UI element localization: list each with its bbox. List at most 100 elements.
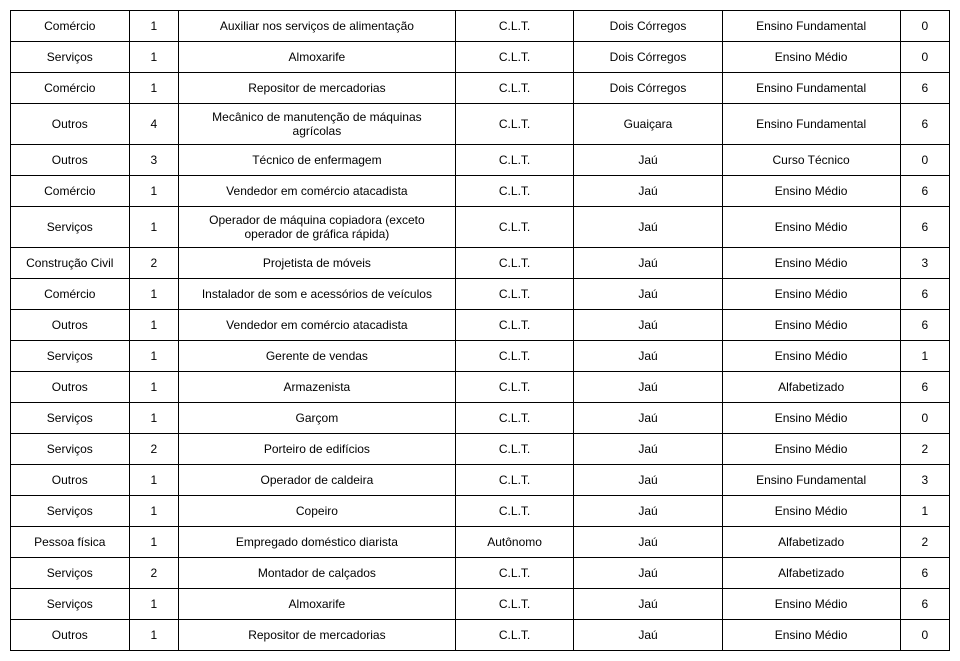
table-cell: Jaú	[574, 434, 722, 465]
table-cell: Ensino Médio	[722, 589, 900, 620]
table-cell: Auxiliar nos serviços de alimentação	[179, 11, 456, 42]
table-cell: Outros	[11, 372, 130, 403]
table-cell: Ensino Médio	[722, 434, 900, 465]
table-cell: Ensino Fundamental	[722, 73, 900, 104]
table-cell: C.L.T.	[455, 589, 574, 620]
table-cell: Autônomo	[455, 527, 574, 558]
table-cell: C.L.T.	[455, 73, 574, 104]
table-cell: 1	[129, 279, 178, 310]
table-cell: Dois Córregos	[574, 73, 722, 104]
table-cell: Ensino Médio	[722, 248, 900, 279]
table-cell: Dois Córregos	[574, 42, 722, 73]
table-cell: Alfabetizado	[722, 527, 900, 558]
table-cell: Ensino Médio	[722, 42, 900, 73]
table-cell: Armazenista	[179, 372, 456, 403]
table-cell: Alfabetizado	[722, 372, 900, 403]
table-cell: 6	[900, 207, 949, 248]
table-cell: Ensino Fundamental	[722, 11, 900, 42]
table-cell: Comércio	[11, 11, 130, 42]
table-cell: Jaú	[574, 310, 722, 341]
table-cell: 1	[129, 465, 178, 496]
table-cell: Serviços	[11, 558, 130, 589]
table-cell: 6	[900, 372, 949, 403]
table-cell: C.L.T.	[455, 145, 574, 176]
table-cell: C.L.T.	[455, 176, 574, 207]
table-cell: Operador de caldeira	[179, 465, 456, 496]
table-cell: Ensino Médio	[722, 176, 900, 207]
table-cell: Mecânico de manutenção de máquinas agríc…	[179, 104, 456, 145]
table-row: Serviços2Montador de calçadosC.L.T.JaúAl…	[11, 558, 950, 589]
table-cell: 6	[900, 104, 949, 145]
table-cell: 3	[900, 248, 949, 279]
table-cell: C.L.T.	[455, 104, 574, 145]
table-cell: Operador de máquina copiadora (exceto op…	[179, 207, 456, 248]
table-cell: 0	[900, 620, 949, 651]
table-cell: Comércio	[11, 279, 130, 310]
table-cell: C.L.T.	[455, 11, 574, 42]
table-cell: C.L.T.	[455, 403, 574, 434]
table-cell: Jaú	[574, 248, 722, 279]
table-row: Serviços2Porteiro de edifíciosC.L.T.JaúE…	[11, 434, 950, 465]
table-cell: C.L.T.	[455, 558, 574, 589]
table-cell: Ensino Médio	[722, 207, 900, 248]
table-cell: 1	[129, 403, 178, 434]
table-row: Serviços1CopeiroC.L.T.JaúEnsino Médio1	[11, 496, 950, 527]
table-cell: Repositor de mercadorias	[179, 620, 456, 651]
table-cell: C.L.T.	[455, 310, 574, 341]
table-cell: C.L.T.	[455, 42, 574, 73]
table-row: Comércio1Repositor de mercadoriasC.L.T.D…	[11, 73, 950, 104]
table-cell: 0	[900, 42, 949, 73]
table-cell: Comércio	[11, 176, 130, 207]
table-cell: 1	[129, 372, 178, 403]
table-row: Pessoa física1Empregado doméstico diaris…	[11, 527, 950, 558]
table-cell: 1	[129, 496, 178, 527]
table-cell: Jaú	[574, 465, 722, 496]
table-cell: 1	[129, 207, 178, 248]
table-cell: 2	[900, 527, 949, 558]
table-cell: Jaú	[574, 620, 722, 651]
table-row: Outros1Repositor de mercadoriasC.L.T.Jaú…	[11, 620, 950, 651]
table-cell: Montador de calçados	[179, 558, 456, 589]
table-cell: Ensino Médio	[722, 279, 900, 310]
table-cell: Jaú	[574, 589, 722, 620]
table-cell: Almoxarife	[179, 589, 456, 620]
table-row: Serviços1AlmoxarifeC.L.T.Dois CórregosEn…	[11, 42, 950, 73]
table-cell: Dois Córregos	[574, 11, 722, 42]
table-cell: Construção Civil	[11, 248, 130, 279]
table-cell: 6	[900, 589, 949, 620]
table-row: Comércio1Auxiliar nos serviços de alimen…	[11, 11, 950, 42]
table-row: Outros3Técnico de enfermagemC.L.T.JaúCur…	[11, 145, 950, 176]
table-cell: C.L.T.	[455, 496, 574, 527]
table-cell: Serviços	[11, 341, 130, 372]
table-body: Comércio1Auxiliar nos serviços de alimen…	[11, 11, 950, 651]
table-row: Construção Civil2Projetista de móveisC.L…	[11, 248, 950, 279]
table-cell: Vendedor em comércio atacadista	[179, 176, 456, 207]
table-cell: Gerente de vendas	[179, 341, 456, 372]
table-cell: Vendedor em comércio atacadista	[179, 310, 456, 341]
table-cell: Técnico de enfermagem	[179, 145, 456, 176]
table-cell: 2	[129, 558, 178, 589]
table-cell: Jaú	[574, 207, 722, 248]
table-cell: Jaú	[574, 496, 722, 527]
table-cell: Porteiro de edifícios	[179, 434, 456, 465]
table-cell: Repositor de mercadorias	[179, 73, 456, 104]
table-cell: 1	[129, 73, 178, 104]
table-row: Comércio1Instalador de som e acessórios …	[11, 279, 950, 310]
table-cell: Serviços	[11, 403, 130, 434]
table-cell: 6	[900, 73, 949, 104]
table-cell: 0	[900, 11, 949, 42]
table-cell: 6	[900, 310, 949, 341]
table-cell: C.L.T.	[455, 279, 574, 310]
table-cell: Ensino Médio	[722, 496, 900, 527]
table-cell: Outros	[11, 145, 130, 176]
table-cell: 4	[129, 104, 178, 145]
table-cell: Projetista de móveis	[179, 248, 456, 279]
table-cell: 1	[129, 620, 178, 651]
table-cell: C.L.T.	[455, 620, 574, 651]
table-cell: Jaú	[574, 372, 722, 403]
table-cell: Almoxarife	[179, 42, 456, 73]
table-cell: 2	[900, 434, 949, 465]
table-cell: Jaú	[574, 176, 722, 207]
data-table: Comércio1Auxiliar nos serviços de alimen…	[10, 10, 950, 651]
table-cell: Outros	[11, 310, 130, 341]
